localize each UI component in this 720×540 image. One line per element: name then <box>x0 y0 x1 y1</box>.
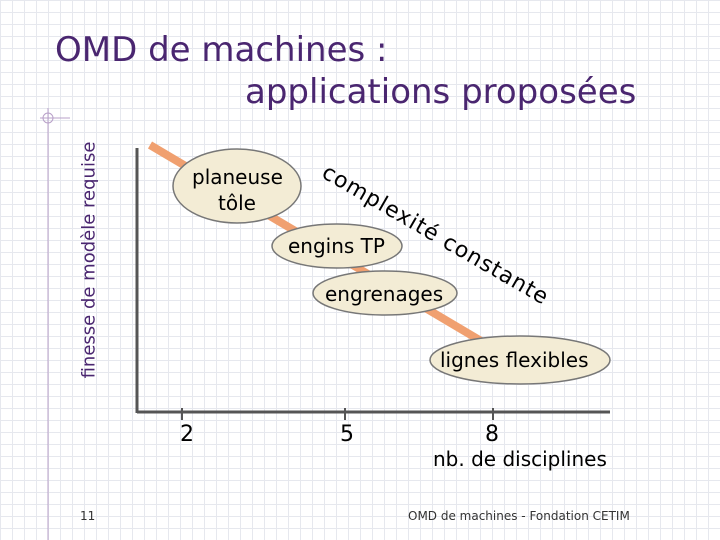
x-tick-label-8: 8 <box>485 422 499 447</box>
bubble-label-tole: tôle <box>218 191 256 215</box>
y-axis-label: finesse de modèle requise <box>78 141 100 379</box>
x-axis-label: nb. de disciplines <box>433 447 607 471</box>
footer-text: OMD de machines - Fondation CETIM <box>408 509 630 523</box>
bubble-engrenages <box>312 270 458 316</box>
title-line-2: applications proposées <box>245 72 637 112</box>
title-line-1: OMD de machines : <box>55 30 388 70</box>
margin-circle <box>42 112 54 124</box>
bubble-lignes-flexibles <box>429 335 611 385</box>
bubble-engins-tp <box>271 223 403 269</box>
bubble-label-engins-tp: engins TP <box>288 234 385 258</box>
x-tick-label-5: 5 <box>340 422 354 447</box>
bubble-label-lignes-flexibles: lignes flexibles <box>440 348 589 372</box>
bubble-label-engrenages: engrenages <box>325 282 444 306</box>
bubble-label-planeuse: planeuse <box>192 165 283 189</box>
bubble-planeuse-tole <box>172 148 302 224</box>
x-tick-label-2: 2 <box>180 422 194 447</box>
page-number: 11 <box>80 509 96 523</box>
